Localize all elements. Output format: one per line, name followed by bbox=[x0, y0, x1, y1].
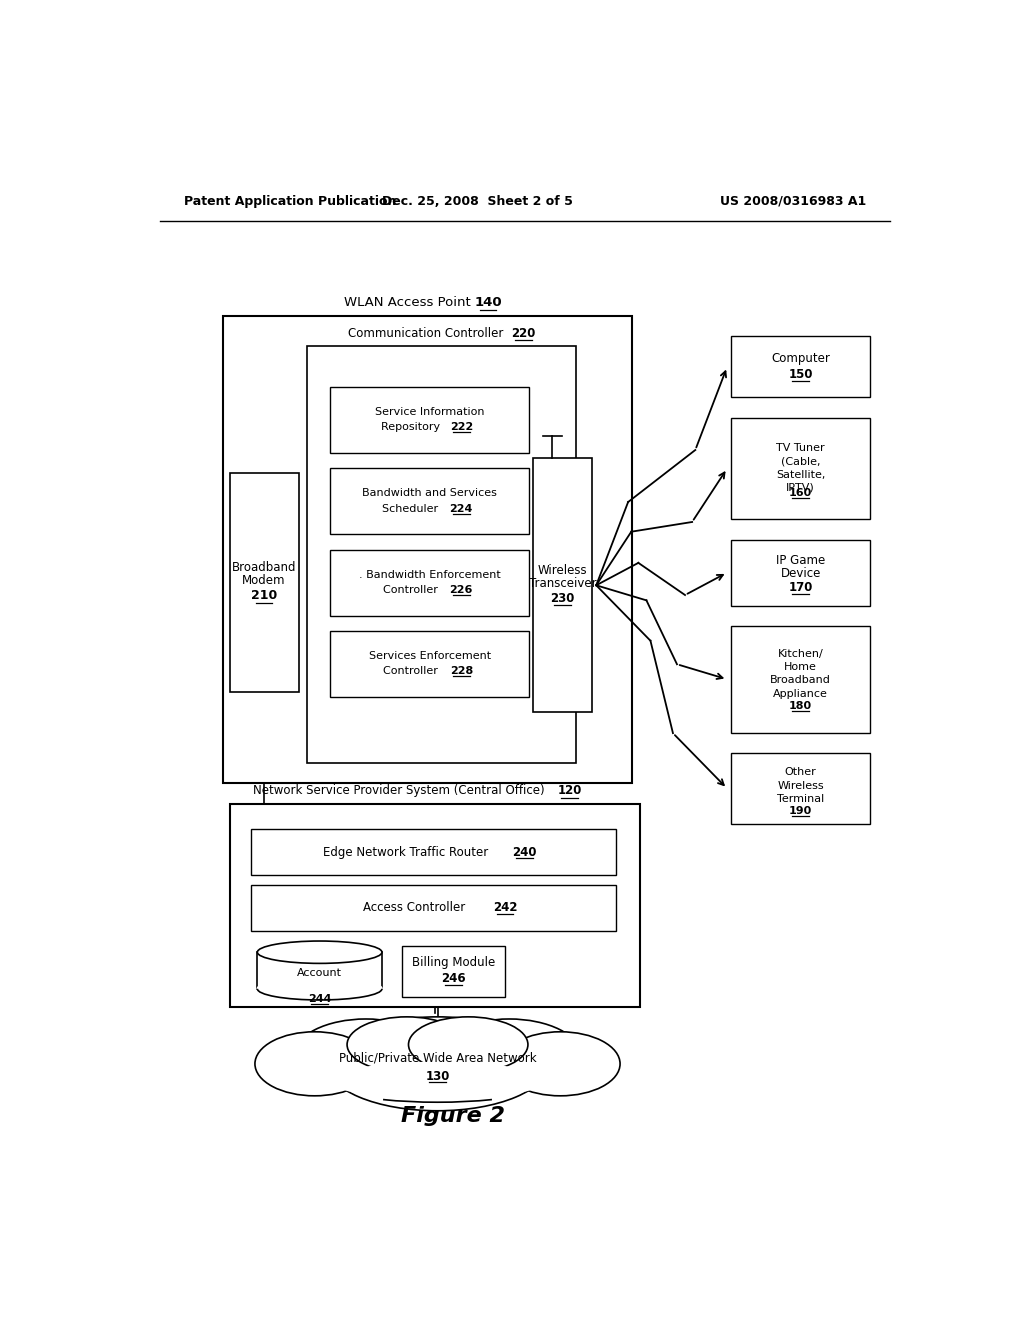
Text: 160: 160 bbox=[788, 488, 812, 498]
Text: Bandwidth and Services: Bandwidth and Services bbox=[362, 488, 497, 499]
Text: Service Information: Service Information bbox=[375, 407, 484, 417]
FancyBboxPatch shape bbox=[331, 631, 528, 697]
Text: 130: 130 bbox=[425, 1069, 450, 1082]
Ellipse shape bbox=[437, 1019, 581, 1092]
Text: Home: Home bbox=[784, 663, 817, 672]
Text: Broadband: Broadband bbox=[770, 676, 831, 685]
Text: Billing Module: Billing Module bbox=[412, 956, 495, 969]
Text: 190: 190 bbox=[788, 807, 812, 816]
Text: Wireless: Wireless bbox=[777, 780, 824, 791]
Ellipse shape bbox=[257, 941, 382, 964]
Text: Wireless: Wireless bbox=[538, 564, 588, 577]
Text: 222: 222 bbox=[450, 422, 473, 432]
Text: Network Service Provider System (Central Office): Network Service Provider System (Central… bbox=[253, 784, 553, 797]
Ellipse shape bbox=[327, 1016, 549, 1110]
Text: Kitchen/: Kitchen/ bbox=[777, 649, 823, 659]
Text: Dec. 25, 2008  Sheet 2 of 5: Dec. 25, 2008 Sheet 2 of 5 bbox=[382, 194, 572, 207]
Text: Communication Controller: Communication Controller bbox=[348, 327, 511, 339]
Text: Computer: Computer bbox=[771, 352, 830, 366]
Text: 226: 226 bbox=[450, 585, 473, 595]
Ellipse shape bbox=[501, 1032, 621, 1096]
Text: 228: 228 bbox=[450, 667, 473, 676]
FancyBboxPatch shape bbox=[331, 549, 528, 615]
FancyBboxPatch shape bbox=[251, 829, 616, 875]
FancyBboxPatch shape bbox=[331, 469, 528, 535]
FancyBboxPatch shape bbox=[731, 626, 870, 733]
FancyBboxPatch shape bbox=[331, 387, 528, 453]
Text: Subscriber: Subscriber bbox=[290, 956, 349, 965]
FancyBboxPatch shape bbox=[731, 540, 870, 606]
Text: IP Game: IP Game bbox=[776, 554, 825, 566]
Text: Transceiver: Transceiver bbox=[528, 577, 596, 590]
Text: 140: 140 bbox=[474, 296, 502, 309]
Text: 246: 246 bbox=[441, 972, 466, 985]
Text: Patent Application Publication: Patent Application Publication bbox=[183, 194, 396, 207]
Text: Broadband: Broadband bbox=[231, 561, 296, 574]
Text: 170: 170 bbox=[788, 581, 813, 594]
FancyBboxPatch shape bbox=[731, 752, 870, 824]
Text: Terminal: Terminal bbox=[777, 793, 824, 804]
Text: 220: 220 bbox=[511, 327, 536, 339]
Text: Device: Device bbox=[780, 568, 821, 579]
Text: Repository: Repository bbox=[381, 422, 446, 432]
FancyBboxPatch shape bbox=[532, 458, 592, 713]
Ellipse shape bbox=[294, 1019, 437, 1092]
Ellipse shape bbox=[331, 1061, 544, 1100]
FancyBboxPatch shape bbox=[731, 417, 870, 519]
Text: US 2008/0316983 A1: US 2008/0316983 A1 bbox=[720, 194, 866, 207]
Text: 210: 210 bbox=[251, 590, 278, 602]
FancyBboxPatch shape bbox=[401, 946, 505, 997]
FancyBboxPatch shape bbox=[251, 886, 616, 931]
Text: Account: Account bbox=[297, 968, 342, 978]
Text: 150: 150 bbox=[788, 368, 813, 381]
FancyBboxPatch shape bbox=[223, 315, 632, 784]
Text: . Bandwidth Enforcement: . Bandwidth Enforcement bbox=[358, 570, 501, 579]
Text: Controller: Controller bbox=[383, 585, 444, 595]
Text: WLAN Access Point: WLAN Access Point bbox=[344, 296, 479, 309]
Text: Satellite,: Satellite, bbox=[776, 470, 825, 479]
Text: 240: 240 bbox=[513, 846, 537, 858]
Text: Appliance: Appliance bbox=[773, 689, 828, 698]
Text: IPTV): IPTV) bbox=[786, 483, 815, 492]
Text: 180: 180 bbox=[790, 701, 812, 710]
Text: Edge Network Traffic Router: Edge Network Traffic Router bbox=[324, 846, 496, 858]
Text: Controller: Controller bbox=[383, 667, 444, 676]
Text: 244: 244 bbox=[308, 994, 332, 1005]
Text: Figure 2: Figure 2 bbox=[401, 1106, 506, 1126]
Text: Database: Database bbox=[293, 979, 346, 990]
Ellipse shape bbox=[255, 1032, 375, 1096]
Text: Access Controller: Access Controller bbox=[362, 902, 472, 915]
Text: Public/Private Wide Area Network: Public/Private Wide Area Network bbox=[339, 1052, 537, 1064]
Text: Services Enforcement: Services Enforcement bbox=[369, 651, 490, 661]
Text: 242: 242 bbox=[493, 902, 517, 915]
Text: Scheduler: Scheduler bbox=[382, 503, 445, 513]
Text: Modem: Modem bbox=[243, 574, 286, 587]
Ellipse shape bbox=[347, 1016, 467, 1072]
Text: 120: 120 bbox=[557, 784, 582, 797]
Ellipse shape bbox=[257, 978, 382, 1001]
Text: 224: 224 bbox=[450, 503, 473, 513]
Text: (Cable,: (Cable, bbox=[781, 457, 820, 466]
Text: Other: Other bbox=[784, 767, 816, 777]
FancyBboxPatch shape bbox=[257, 952, 382, 989]
FancyBboxPatch shape bbox=[306, 346, 577, 763]
Ellipse shape bbox=[409, 1016, 528, 1072]
Text: 230: 230 bbox=[550, 591, 574, 605]
Text: TV Tuner: TV Tuner bbox=[776, 444, 825, 453]
FancyBboxPatch shape bbox=[731, 337, 870, 397]
FancyBboxPatch shape bbox=[229, 804, 640, 1007]
FancyBboxPatch shape bbox=[229, 474, 299, 692]
